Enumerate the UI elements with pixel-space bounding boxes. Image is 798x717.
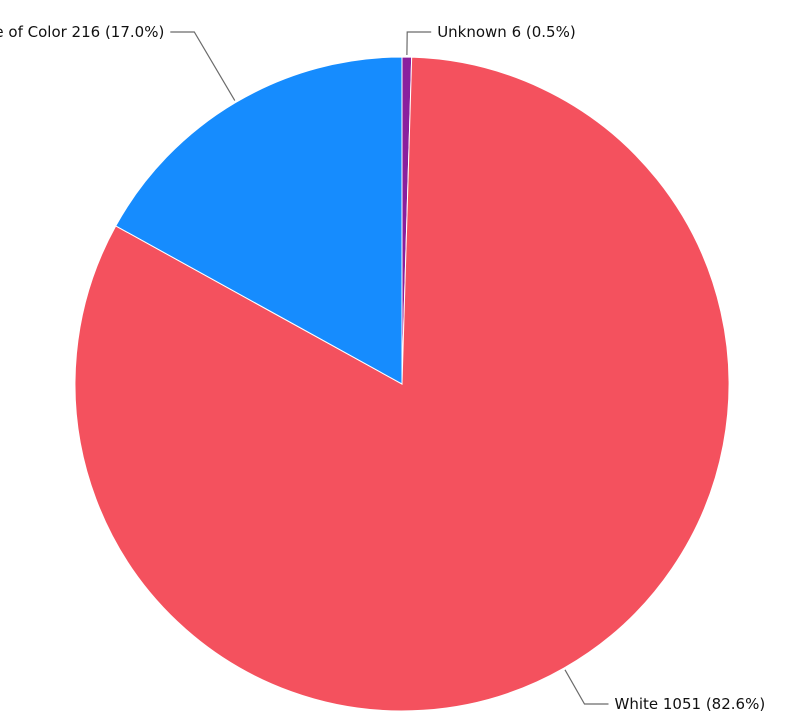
slice-label-people-of-color: People of Color 216 (17.0%) bbox=[0, 23, 164, 41]
leader-line-white bbox=[564, 669, 609, 705]
leader-line-unknown bbox=[406, 31, 432, 56]
labels-layer: Unknown 6 (0.5%) White 1051 (82.6%) People… bbox=[0, 23, 765, 713]
slices-layer bbox=[74, 56, 730, 712]
slice-label-white: White 1051 (82.6%) bbox=[615, 695, 766, 713]
slice-label-unknown: Unknown 6 (0.5%) bbox=[437, 23, 576, 41]
leader-line-people-of-color bbox=[170, 31, 236, 101]
pie-slice-people-of-color bbox=[115, 56, 403, 385]
